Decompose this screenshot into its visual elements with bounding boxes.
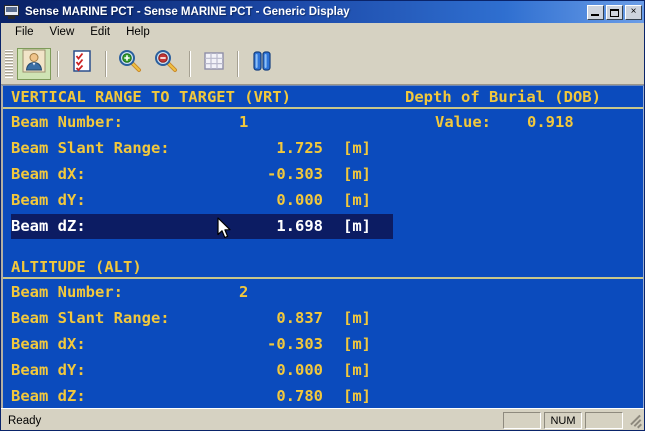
close-button[interactable]: × bbox=[625, 4, 642, 20]
close-icon: × bbox=[630, 6, 637, 17]
toolbar-grip[interactable] bbox=[5, 49, 13, 78]
status-panel-num: NUM bbox=[544, 412, 582, 429]
row-unit: [m] bbox=[343, 139, 371, 157]
minimize-button[interactable] bbox=[587, 4, 604, 20]
toolbar-separator bbox=[189, 50, 191, 77]
status-panel-1 bbox=[503, 412, 541, 429]
zoom-out-button[interactable] bbox=[149, 48, 183, 80]
toolbar-separator bbox=[237, 50, 239, 77]
table-row[interactable]: Beam Number: 1 bbox=[3, 110, 644, 136]
dob-value-row[interactable]: Value: 0.918 bbox=[3, 110, 644, 136]
row-unit: [m] bbox=[343, 191, 371, 209]
toolbar bbox=[1, 43, 644, 85]
row-value: -0.303 bbox=[267, 165, 323, 183]
dob-value: 0.918 bbox=[527, 113, 574, 131]
menu-item-help[interactable]: Help bbox=[126, 25, 150, 38]
row-label: Beam dZ: bbox=[11, 387, 86, 405]
row-value: 1.698 bbox=[276, 217, 323, 235]
title-bar[interactable]: Sense MARINE PCT - Sense MARINE PCT - Ge… bbox=[1, 1, 644, 23]
row-label: Beam dZ: bbox=[11, 217, 86, 235]
section-header-alt: ALTITUDE (ALT) bbox=[3, 256, 644, 280]
toolbar-separator bbox=[105, 50, 107, 77]
grid-icon bbox=[202, 49, 226, 78]
magnifier-plus-icon bbox=[118, 49, 142, 78]
row-unit: [m] bbox=[343, 335, 371, 353]
generic-display-panel[interactable]: VERTICAL RANGE TO TARGET (VRT) Depth of … bbox=[1, 85, 644, 408]
row-value: 2 bbox=[239, 283, 249, 301]
toolbar-separator bbox=[57, 50, 59, 77]
status-panels: NUM bbox=[503, 412, 644, 429]
table-row[interactable]: Beam dY: 0.000 [m] bbox=[3, 188, 644, 214]
row-unit: [m] bbox=[343, 165, 371, 183]
row-unit: [m] bbox=[343, 361, 371, 379]
table-row[interactable]: Beam dZ: 0.780 [m] bbox=[3, 384, 644, 408]
person-icon bbox=[22, 49, 46, 78]
window-title: Sense MARINE PCT - Sense MARINE PCT - Ge… bbox=[25, 6, 350, 18]
status-bar: Ready NUM bbox=[1, 408, 644, 430]
row-value: 1 bbox=[239, 113, 249, 131]
two-columns-icon bbox=[250, 49, 274, 78]
menu-item-file[interactable]: File bbox=[15, 25, 34, 38]
status-panel-3 bbox=[585, 412, 623, 429]
row-value: -0.303 bbox=[267, 335, 323, 353]
section-title-alt: ALTITUDE (ALT) bbox=[11, 258, 142, 276]
menu-item-edit[interactable]: Edit bbox=[90, 25, 111, 38]
magnifier-minus-icon bbox=[154, 49, 178, 78]
row-label: Beam Slant Range: bbox=[11, 139, 170, 157]
zoom-in-button[interactable] bbox=[113, 48, 147, 80]
section-header-vrt: VERTICAL RANGE TO TARGET (VRT) Depth of … bbox=[3, 86, 644, 110]
split-columns-button[interactable] bbox=[245, 48, 279, 80]
row-label: Beam dX: bbox=[11, 165, 86, 183]
vertical-scroll-edge[interactable] bbox=[643, 86, 644, 408]
row-label: Beam Number: bbox=[11, 283, 123, 301]
resize-grip-icon[interactable] bbox=[628, 413, 643, 429]
row-label: Beam Number: bbox=[11, 113, 123, 131]
row-value: 0.837 bbox=[276, 309, 323, 327]
row-selection-highlight bbox=[11, 214, 393, 239]
row-label: Beam dY: bbox=[11, 361, 86, 379]
row-value: 1.725 bbox=[276, 139, 323, 157]
section-title-dob: Depth of Burial (DOB) bbox=[405, 88, 601, 106]
operator-button[interactable] bbox=[17, 47, 51, 80]
window-controls: × bbox=[587, 4, 644, 20]
row-label: Beam dY: bbox=[11, 191, 86, 209]
menu-item-view[interactable]: View bbox=[49, 25, 75, 38]
row-unit: [m] bbox=[343, 387, 371, 405]
grid-view-button[interactable] bbox=[197, 48, 231, 80]
status-message: Ready bbox=[8, 414, 42, 427]
menu-bar: File View Edit Help bbox=[1, 23, 644, 43]
section-title-vrt: VERTICAL RANGE TO TARGET (VRT) bbox=[11, 88, 291, 106]
row-value: 0.000 bbox=[276, 361, 323, 379]
dob-value-label: Value: bbox=[435, 113, 491, 131]
row-label: Beam dX: bbox=[11, 335, 86, 353]
checklist-icon bbox=[70, 49, 94, 78]
row-value: 0.000 bbox=[276, 191, 323, 209]
table-row[interactable]: Beam Slant Range: 0.837 [m] bbox=[3, 306, 644, 332]
row-unit: [m] bbox=[343, 217, 371, 235]
table-row[interactable]: Beam Slant Range: 1.725 [m] bbox=[3, 136, 644, 162]
table-row[interactable]: Beam dX: -0.303 [m] bbox=[3, 332, 644, 358]
section-rule bbox=[3, 107, 644, 109]
table-row-selected[interactable]: Beam dZ: 1.698 [m] bbox=[3, 214, 644, 240]
table-row[interactable]: Beam Number: 2 bbox=[3, 280, 644, 306]
table-row[interactable]: Beam dY: 0.000 [m] bbox=[3, 358, 644, 384]
row-label: Beam Slant Range: bbox=[11, 309, 170, 327]
display-monitor-icon bbox=[4, 5, 20, 19]
row-unit: [m] bbox=[343, 309, 371, 327]
row-value: 0.780 bbox=[276, 387, 323, 405]
checklist-button[interactable] bbox=[65, 48, 99, 80]
section-rule bbox=[3, 277, 644, 279]
maximize-button[interactable] bbox=[606, 4, 623, 20]
table-row[interactable]: Beam dX: -0.303 [m] bbox=[3, 162, 644, 188]
